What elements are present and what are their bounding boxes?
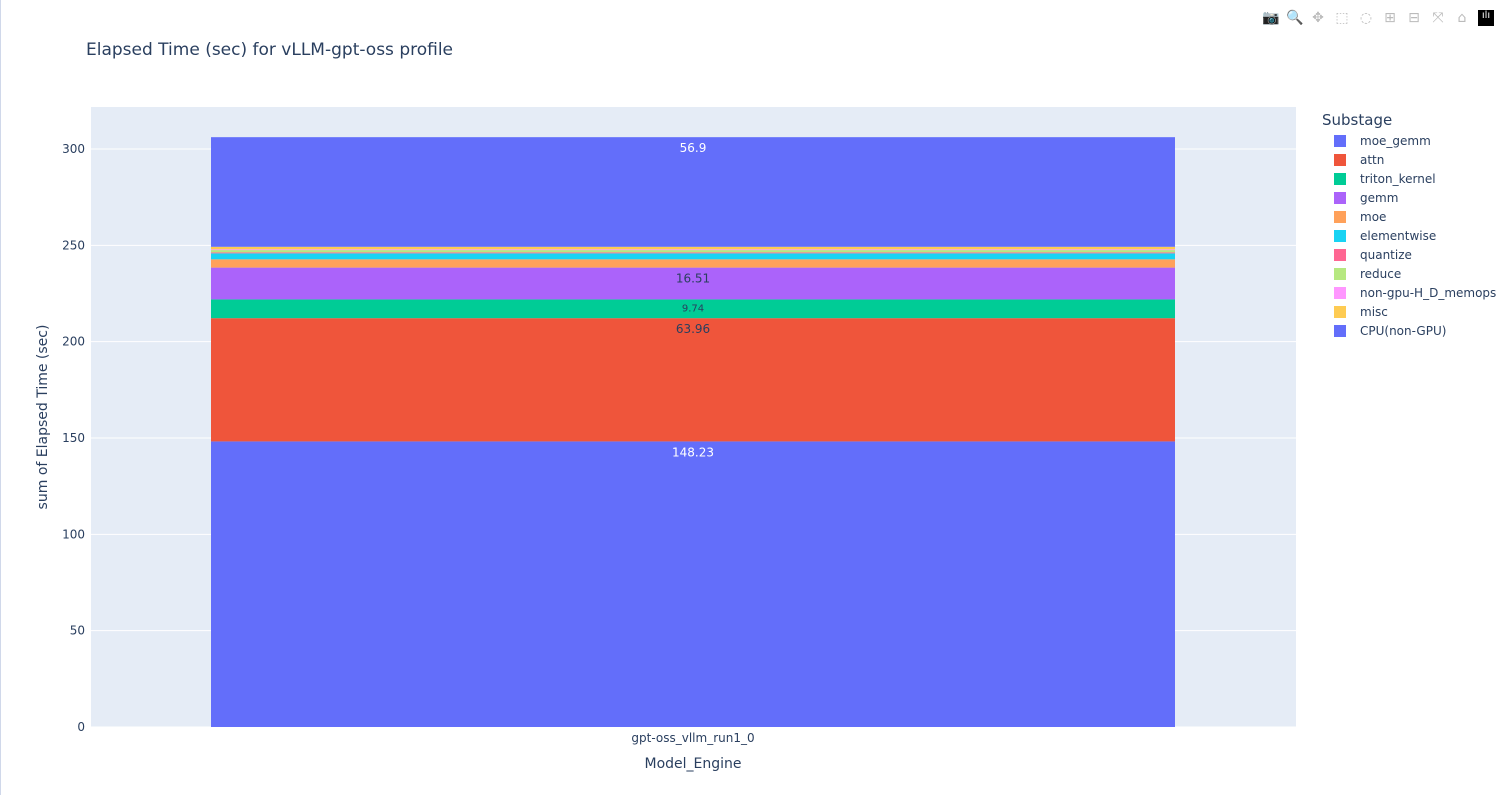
legend-label: gemm	[1360, 190, 1399, 205]
legend-label: CPU(non-GPU)	[1360, 323, 1447, 338]
legend-swatch	[1334, 153, 1346, 166]
x-axis-title: Model_Engine	[644, 756, 741, 772]
legend-item[interactable]: misc	[1322, 302, 1496, 321]
legend-item[interactable]: CPU(non-GPU)	[1322, 321, 1496, 340]
chart-title: Elapsed Time (sec) for vLLM-gpt-oss prof…	[86, 40, 454, 60]
data-label: 56.9	[680, 141, 707, 155]
y-tick-label: 250	[62, 238, 85, 252]
legend-swatch	[1334, 305, 1346, 318]
data-label: 16.51	[676, 272, 710, 286]
zoom-icon[interactable]: 🔍	[1286, 10, 1304, 26]
y-tick-label: 150	[62, 431, 85, 445]
legend-item[interactable]: triton_kernel	[1322, 169, 1496, 188]
legend-swatch	[1334, 286, 1346, 299]
pan-icon[interactable]: ✥	[1312, 10, 1324, 26]
legend-swatch	[1334, 191, 1346, 204]
bar-segment-CPU(non-GPU)[interactable]	[211, 137, 1175, 247]
legend-swatch	[1334, 248, 1346, 261]
y-tick-label: 50	[70, 624, 85, 638]
bar-segment-moe_gemm[interactable]	[211, 441, 1175, 727]
legend-label: moe	[1360, 209, 1387, 224]
bar-segment-reduce[interactable]	[211, 250, 1175, 253]
y-tick-label: 300	[62, 142, 85, 156]
zoom-in-icon[interactable]: ⊞	[1384, 10, 1396, 26]
bar-segment-quantize[interactable]	[211, 252, 1175, 254]
legend-item[interactable]: moe	[1322, 207, 1496, 226]
bar-segment-misc[interactable]	[211, 246, 1175, 250]
legend-item[interactable]: reduce	[1322, 264, 1496, 283]
zoom-out-icon[interactable]: ⊟	[1408, 10, 1420, 26]
box-select-icon[interactable]: ⬚	[1335, 10, 1349, 26]
legend-swatch	[1334, 324, 1346, 337]
bar-segment-non-gpu-H_D_memops[interactable]	[211, 249, 1175, 251]
legend-swatch	[1334, 134, 1346, 147]
lasso-icon[interactable]: ◌	[1359, 10, 1373, 26]
legend-label: attn	[1360, 152, 1385, 167]
legend-label: reduce	[1360, 266, 1402, 281]
legend-label: misc	[1360, 304, 1388, 319]
bar-segment-moe[interactable]	[211, 259, 1175, 268]
plotly-logo-icon[interactable]: ılı	[1478, 10, 1494, 26]
legend-swatch	[1334, 267, 1346, 280]
legend-item[interactable]: non-gpu-H_D_memops	[1322, 283, 1496, 302]
bar-segment-elementwise[interactable]	[211, 253, 1175, 260]
legend-label: moe_gemm	[1360, 133, 1431, 148]
bar-segment-triton_kernel[interactable]	[211, 299, 1175, 319]
legend-item[interactable]: elementwise	[1322, 226, 1496, 245]
y-axis-title: sum of Elapsed Time (sec)	[35, 325, 51, 510]
data-label: 9.74	[682, 303, 704, 314]
legend-item[interactable]: quantize	[1322, 245, 1496, 264]
bar-segment-attn[interactable]	[211, 318, 1175, 442]
legend-item[interactable]: moe_gemm	[1322, 131, 1496, 150]
modebar: 📷 🔍 ✥ ⬚ ◌ ⊞ ⊟ ⤧ ⌂ ılı	[1262, 10, 1494, 26]
home-icon[interactable]: ⌂	[1457, 10, 1467, 26]
plot-area[interactable]: 0 50 100 150 200 250 300 148.23 63.96 9.74 16.51 56…	[1, 0, 1301, 795]
legend-swatch	[1334, 172, 1346, 185]
legend-label: triton_kernel	[1360, 171, 1436, 186]
bar-segment-gemm[interactable]	[211, 267, 1175, 300]
legend-label: quantize	[1360, 247, 1412, 262]
legend-label: non-gpu-H_D_memops	[1360, 285, 1497, 300]
autoscale-icon[interactable]: ⤧	[1432, 10, 1444, 26]
legend-label: elementwise	[1360, 228, 1437, 243]
data-label: 148.23	[672, 445, 714, 459]
x-tick-label: gpt-oss_vllm_run1_0	[631, 731, 754, 745]
legend-item[interactable]: gemm	[1322, 188, 1496, 207]
y-tick-label: 200	[62, 335, 85, 349]
legend-swatch	[1334, 229, 1346, 242]
y-tick-label: 0	[77, 720, 85, 734]
camera-icon[interactable]: 📷	[1262, 10, 1280, 26]
data-label: 63.96	[676, 322, 710, 336]
legend-swatch	[1334, 210, 1346, 223]
y-tick-label: 100	[62, 527, 85, 541]
legend-item[interactable]: attn	[1322, 150, 1496, 169]
legend-title: Substage	[1322, 111, 1393, 129]
